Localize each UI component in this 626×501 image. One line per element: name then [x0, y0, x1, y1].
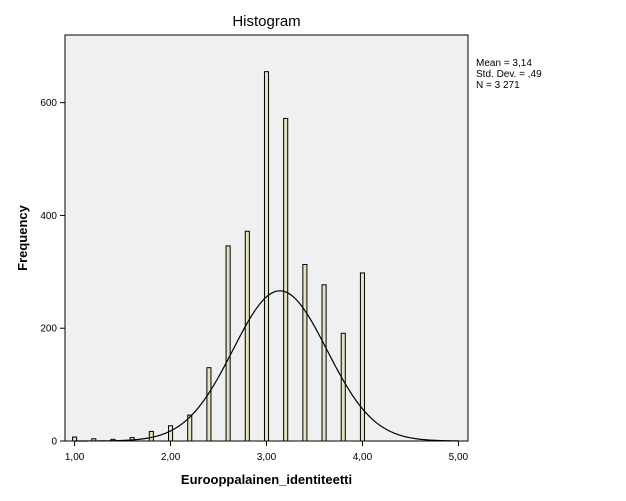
x-axis-label: Eurooppalainen_identiteetti	[181, 472, 352, 487]
y-tick-label: 600	[40, 98, 57, 109]
histogram-bar	[302, 264, 308, 442]
histogram-bar	[340, 332, 346, 442]
histogram-bar	[283, 117, 289, 442]
histogram-bar	[244, 230, 250, 442]
histogram-bar	[206, 367, 212, 442]
x-tick-label: 3,00	[257, 452, 277, 463]
x-tick-label: 1,00	[65, 452, 85, 463]
x-tick-label: 4,00	[353, 452, 373, 463]
histogram-bar	[187, 414, 193, 442]
histogram-bar	[359, 272, 365, 442]
normal-curve	[74, 290, 459, 442]
stat-n: N = 3 271	[476, 80, 520, 91]
x-tick-label: 5,00	[449, 452, 469, 463]
histogram-bar	[263, 71, 270, 442]
stat-std-dev: Std. Dev. = ,49	[476, 69, 542, 80]
stats-box: Mean = 3,14 Std. Dev. = ,49 N = 3 271	[476, 58, 542, 91]
y-tick-label: 400	[40, 211, 57, 222]
histogram-bar	[321, 284, 327, 442]
y-axis-label: Frequency	[15, 204, 30, 271]
chart-title: Histogram	[232, 13, 300, 30]
histogram-bar	[225, 245, 231, 442]
histogram-bar	[148, 430, 154, 442]
histogram-bar	[168, 425, 174, 442]
y-tick-label: 200	[40, 324, 57, 335]
y-tick-label: 0	[51, 437, 57, 448]
stat-mean: Mean = 3,14	[476, 58, 532, 69]
x-tick-label: 2,00	[161, 452, 181, 463]
